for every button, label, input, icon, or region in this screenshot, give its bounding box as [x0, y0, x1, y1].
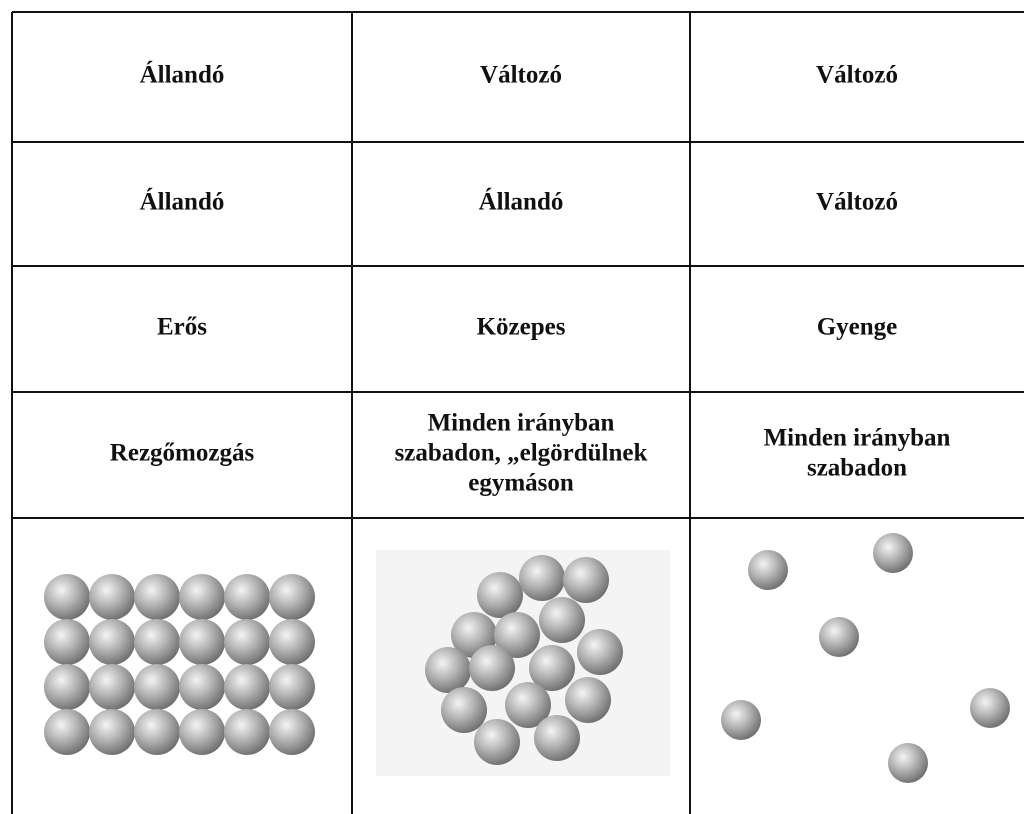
- particle: [474, 719, 520, 765]
- particle-illustrations: [44, 533, 1010, 783]
- particle: [477, 572, 523, 618]
- particle: [519, 555, 565, 601]
- particle: [224, 664, 270, 710]
- particle: [44, 619, 90, 665]
- particle: [134, 574, 180, 620]
- particle: [563, 557, 609, 603]
- particle: [179, 574, 225, 620]
- particle: [44, 664, 90, 710]
- particle: [134, 664, 180, 710]
- particle: [970, 688, 1010, 728]
- particle: [224, 709, 270, 755]
- particle: [269, 574, 315, 620]
- particle: [269, 709, 315, 755]
- cell-text: Rezgőmozgás: [110, 440, 255, 467]
- particle: [224, 619, 270, 665]
- particle: [134, 709, 180, 755]
- particle: [748, 550, 788, 590]
- particle: [539, 597, 585, 643]
- cell-text: Változó: [816, 189, 898, 216]
- particle: [179, 619, 225, 665]
- cell-text: Minden irányban: [764, 425, 951, 452]
- particle: [44, 574, 90, 620]
- particle: [269, 664, 315, 710]
- particle: [565, 677, 611, 723]
- cell-text: Minden irányban: [428, 410, 615, 437]
- particle: [873, 533, 913, 573]
- cell-text: Állandó: [140, 188, 225, 216]
- particle: [534, 715, 580, 761]
- particle: [224, 574, 270, 620]
- particle: [469, 645, 515, 691]
- cell-text: Közepes: [477, 314, 566, 341]
- particle: [529, 645, 575, 691]
- particle: [888, 743, 928, 783]
- cell-text: Változó: [480, 62, 562, 89]
- grid-lines: [11, 11, 1024, 814]
- particle: [441, 687, 487, 733]
- cell-text: Gyenge: [817, 314, 898, 341]
- cell-text: Állandó: [479, 188, 564, 216]
- particle: [819, 617, 859, 657]
- particle: [721, 700, 761, 740]
- particle: [494, 612, 540, 658]
- particle: [44, 709, 90, 755]
- cell-text: Változó: [816, 62, 898, 89]
- cell-text: szabadon, „elgördülnek: [395, 440, 648, 467]
- particle: [89, 574, 135, 620]
- cell-text: Állandó: [140, 61, 225, 89]
- particle: [179, 709, 225, 755]
- particle: [269, 619, 315, 665]
- particle: [505, 682, 551, 728]
- cell-text: szabadon: [807, 455, 907, 482]
- particle: [577, 629, 623, 675]
- cell-text: Erős: [157, 314, 207, 341]
- particle: [89, 619, 135, 665]
- particle: [89, 709, 135, 755]
- particle: [89, 664, 135, 710]
- cell-text: egymáson: [468, 470, 574, 497]
- particle: [425, 647, 471, 693]
- particle: [179, 664, 225, 710]
- particle: [134, 619, 180, 665]
